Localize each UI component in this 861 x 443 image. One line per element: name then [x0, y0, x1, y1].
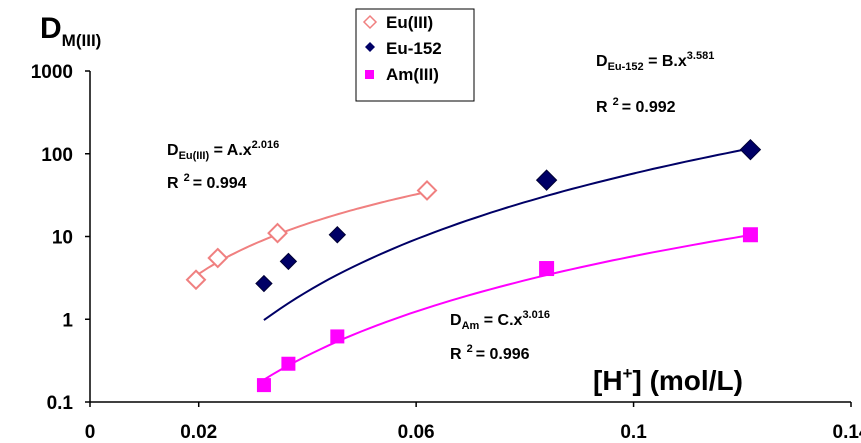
point-am	[539, 261, 555, 277]
annotation-eu152-r2: R 2 = 0.992	[596, 96, 676, 116]
legend-entry-eu152: Eu-152	[365, 39, 442, 58]
point-eu152	[739, 138, 762, 161]
legend-label-am: Am(III)	[386, 65, 439, 84]
annotation-am: DAm = C.x3.016 R 2 = 0.996	[450, 309, 550, 363]
point-am	[330, 329, 345, 344]
x-tick-label: 0.1	[620, 422, 647, 443]
legend-box	[355, 8, 475, 102]
legend-marker-eu3	[362, 14, 378, 30]
y-tick-label: 0.1	[47, 393, 74, 414]
annotation-am-r2: R 2 = 0.996	[450, 343, 530, 363]
fit-curve-0	[195, 190, 428, 277]
point-eu152	[255, 274, 273, 293]
annotation-eu152-equation: DEu-152 = B.x3.581	[596, 50, 714, 73]
x-tick-label: 0.06	[398, 422, 435, 443]
fit-curves	[195, 147, 751, 381]
axes: 0.1 1 10 100 1000 0 0.02 0.06 0.1 0.14	[31, 62, 861, 443]
legend: Eu(III) Eu-152 Am(III)	[355, 8, 475, 102]
legend-entry-eu3: Eu(III)	[362, 13, 433, 32]
annotation-am-equation: DAm = C.x3.016	[450, 309, 550, 332]
point-eu152	[328, 226, 347, 244]
x-tick-label: 0.14	[833, 422, 861, 443]
x-tick-label: 0	[85, 422, 96, 443]
point-eu3	[416, 180, 438, 201]
y-tick-label: 100	[41, 145, 73, 166]
y-tick-label: 1000	[31, 62, 73, 83]
point-eu3	[267, 222, 288, 244]
annotation-eu3-equation: DEu(III) = A.x2.016	[167, 139, 279, 162]
point-eu152	[535, 169, 558, 191]
annotation-eu3: DEu(III) = A.x2.016 R 2 = 0.994	[167, 139, 279, 192]
annotation-eu152: DEu-152 = B.x3.581 R 2 = 0.992	[596, 50, 714, 116]
legend-label-eu152: Eu-152	[386, 39, 442, 58]
point-am	[281, 356, 296, 371]
legend-marker-eu152	[365, 42, 375, 52]
point-eu3	[185, 269, 207, 291]
x-axis-label: [H+] (mol/L)	[593, 364, 743, 396]
y-tick-label: 1	[62, 310, 73, 331]
x-tick-label: 0.02	[180, 422, 217, 443]
fit-curve-1	[263, 147, 751, 321]
data-points	[185, 138, 762, 393]
legend-entry-am: Am(III)	[365, 65, 439, 84]
fit-curve-2	[263, 234, 751, 381]
legend-label-eu3: Eu(III)	[386, 13, 433, 32]
y-tick-label: 10	[52, 228, 73, 249]
point-am	[256, 378, 271, 393]
point-am	[742, 227, 758, 243]
point-eu3	[207, 247, 229, 269]
legend-marker-am	[365, 70, 374, 79]
point-eu152	[279, 252, 298, 271]
y-axis-label: DM(III)	[40, 12, 101, 50]
annotation-eu3-r2: R 2 = 0.994	[167, 172, 247, 192]
